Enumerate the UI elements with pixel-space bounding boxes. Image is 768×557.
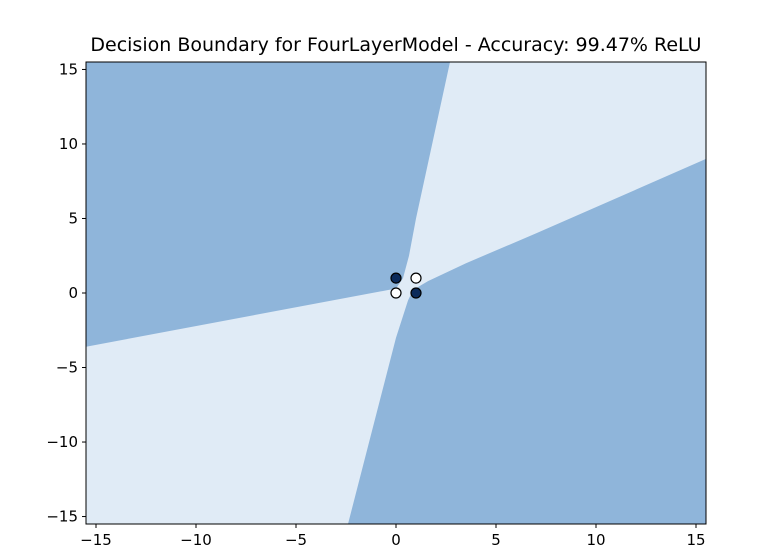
data-point-0 (390, 287, 402, 299)
decision-regions (86, 62, 706, 524)
x-tick-label-6: 15 (686, 531, 705, 549)
x-tick-label-4: 5 (491, 531, 501, 549)
chart-title: Decision Boundary for FourLayerModel - A… (90, 34, 701, 56)
decision-region-1 (348, 158, 706, 524)
y-tick-label-3: 0 (68, 284, 78, 302)
decision-region-0 (86, 62, 450, 347)
y-tick-label-6: 15 (59, 60, 78, 78)
data-points (390, 272, 422, 299)
data-point-2 (410, 287, 422, 299)
x-tick-label-0: −15 (80, 531, 112, 549)
y-tick-label-0: −15 (46, 508, 78, 526)
y-tick-label-5: 10 (59, 135, 78, 153)
data-point-1 (390, 272, 402, 284)
y-tick-label-1: −10 (46, 433, 78, 451)
y-tick-label-2: −5 (56, 359, 78, 377)
x-axis: −15 −10 −5 0 5 10 15 (80, 524, 706, 549)
y-axis: −15 −10 −5 0 5 10 15 (46, 60, 86, 526)
plot-area (85, 61, 707, 525)
x-tick-label-2: −5 (285, 531, 307, 549)
data-point-3 (410, 272, 422, 284)
x-tick-label-5: 10 (586, 531, 605, 549)
x-tick-label-3: 0 (391, 531, 401, 549)
y-tick-label-4: 5 (68, 209, 78, 227)
x-tick-label-1: −10 (180, 531, 212, 549)
